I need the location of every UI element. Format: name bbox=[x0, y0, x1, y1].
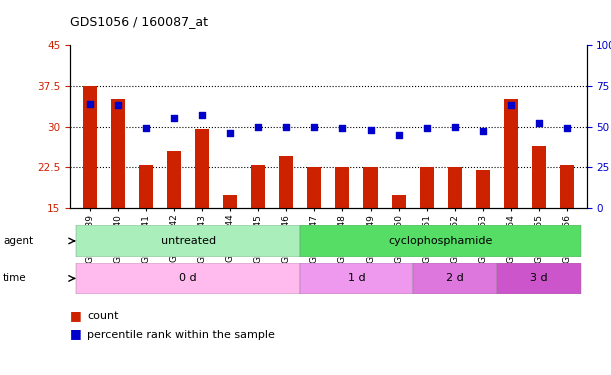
Bar bbox=[167, 151, 181, 208]
Text: ■: ■ bbox=[70, 327, 82, 340]
Text: count: count bbox=[87, 311, 119, 321]
Bar bbox=[76, 225, 301, 257]
Bar bbox=[532, 146, 546, 208]
Text: 3 d: 3 d bbox=[530, 273, 547, 284]
Bar bbox=[83, 86, 97, 208]
Point bbox=[562, 125, 572, 131]
Point bbox=[365, 127, 375, 133]
Bar bbox=[301, 262, 412, 294]
Point bbox=[310, 124, 320, 130]
Point bbox=[197, 112, 207, 118]
Bar bbox=[223, 195, 237, 208]
Bar bbox=[139, 165, 153, 208]
Bar bbox=[476, 170, 490, 208]
Point bbox=[282, 124, 291, 130]
Bar bbox=[76, 262, 301, 294]
Text: 1 d: 1 d bbox=[348, 273, 365, 284]
Text: cyclophosphamide: cyclophosphamide bbox=[389, 236, 493, 246]
Text: agent: agent bbox=[3, 236, 33, 246]
Bar bbox=[335, 167, 349, 208]
Point bbox=[113, 102, 123, 108]
Point bbox=[450, 124, 459, 130]
Bar bbox=[420, 167, 434, 208]
Bar bbox=[111, 99, 125, 208]
Point bbox=[337, 125, 347, 131]
Point bbox=[254, 124, 263, 130]
Bar bbox=[251, 165, 265, 208]
Bar bbox=[279, 156, 293, 208]
Bar bbox=[504, 99, 518, 208]
Bar bbox=[307, 167, 321, 208]
Point bbox=[85, 101, 95, 107]
Text: untreated: untreated bbox=[161, 236, 216, 246]
Point bbox=[506, 102, 516, 108]
Bar bbox=[195, 129, 209, 208]
Bar bbox=[412, 262, 497, 294]
Text: 0 d: 0 d bbox=[179, 273, 197, 284]
Bar bbox=[364, 167, 378, 208]
Bar bbox=[560, 165, 574, 208]
Point bbox=[169, 116, 179, 122]
Text: time: time bbox=[3, 273, 27, 284]
Text: GDS1056 / 160087_at: GDS1056 / 160087_at bbox=[70, 15, 208, 28]
Point bbox=[141, 125, 151, 131]
Bar bbox=[448, 167, 462, 208]
Text: ■: ■ bbox=[70, 309, 82, 322]
Point bbox=[393, 132, 403, 138]
Point bbox=[534, 120, 544, 126]
Point bbox=[422, 125, 431, 131]
Bar bbox=[392, 195, 406, 208]
Text: percentile rank within the sample: percentile rank within the sample bbox=[87, 330, 275, 339]
Bar bbox=[497, 262, 581, 294]
Text: 2 d: 2 d bbox=[446, 273, 464, 284]
Bar bbox=[301, 225, 581, 257]
Point bbox=[225, 130, 235, 136]
Point bbox=[478, 129, 488, 135]
